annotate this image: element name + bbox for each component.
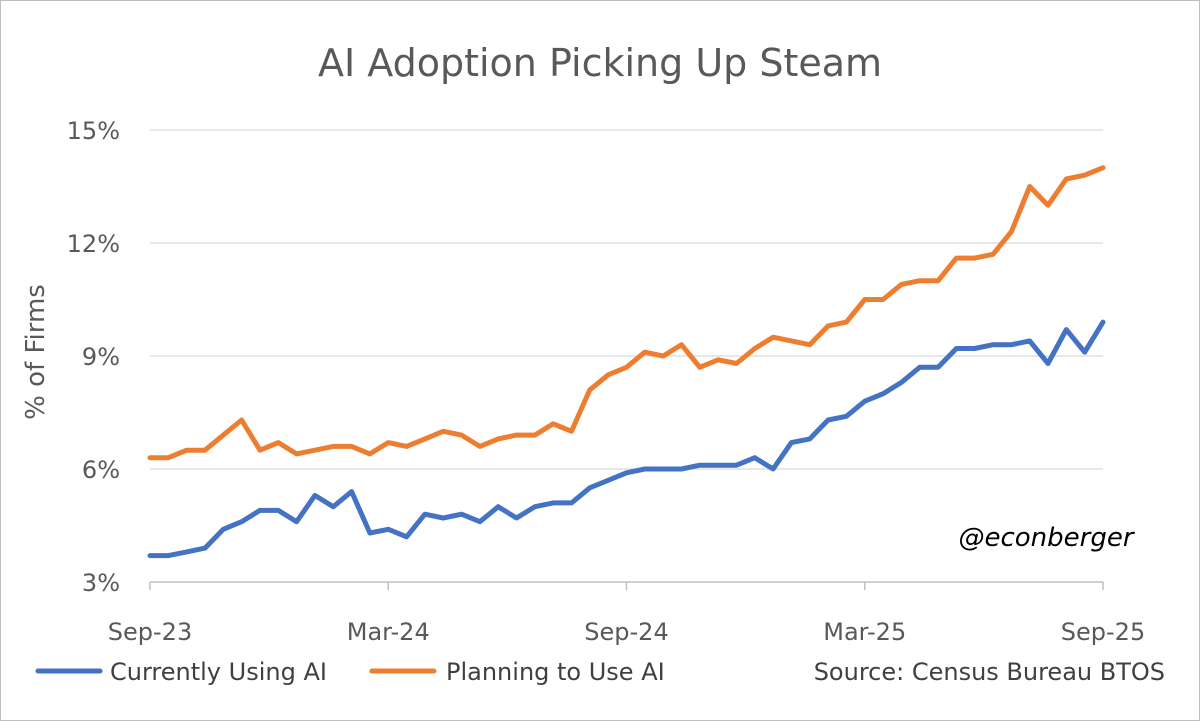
y-tick-label: 12% [67, 230, 120, 258]
legend: Currently Using AI Planning to Use AI [35, 658, 665, 686]
y-tick-label: 15% [67, 117, 120, 145]
series-lines [147, 165, 1106, 559]
series-line-currently-using-ai [147, 319, 1106, 559]
chart-title: AI Adoption Picking Up Steam [318, 41, 882, 85]
series-line-planning-to-use-ai [147, 165, 1106, 461]
author-annotation: @econberger [958, 523, 1135, 553]
x-tick-label: Sep-23 [108, 618, 192, 646]
x-tick-label: Sep-24 [584, 618, 668, 646]
y-axis-label: % of Firms [21, 284, 51, 420]
x-tick-label: Mar-25 [823, 618, 906, 646]
y-tick-labels: 3% 6% 9% 12% 15% [67, 117, 120, 597]
source-note: Source: Census Bureau BTOS [814, 658, 1165, 686]
x-tick-labels: Sep-23 Mar-24 Sep-24 Mar-25 Sep-25 [108, 582, 1145, 646]
y-tick-label: 6% [82, 456, 120, 484]
y-tick-label: 9% [82, 343, 120, 371]
x-tick-label: Sep-25 [1061, 618, 1145, 646]
legend-label: Planning to Use AI [446, 658, 665, 686]
y-tick-label: 3% [82, 569, 120, 597]
legend-label: Currently Using AI [110, 658, 327, 686]
gridlines [150, 129, 1103, 583]
x-tick-label: Mar-24 [347, 618, 430, 646]
